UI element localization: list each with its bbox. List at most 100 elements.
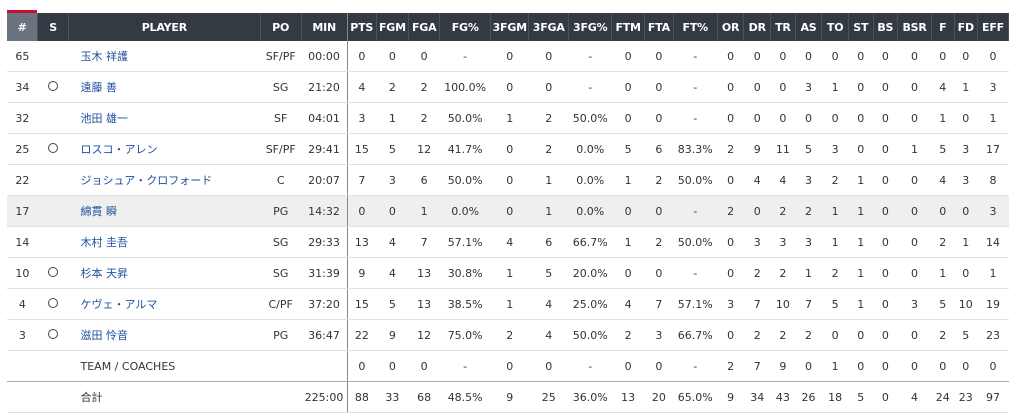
stat-3fg: 0.0%: [568, 164, 612, 196]
player-link[interactable]: 玉木 祥護: [80, 50, 129, 63]
column-header-as[interactable]: AS: [795, 13, 823, 41]
column-header-tr[interactable]: TR: [770, 13, 796, 41]
stat-f: 2: [931, 226, 954, 258]
team-stat: 9: [770, 350, 796, 382]
column-header-po[interactable]: PO: [260, 13, 302, 41]
stat-eff: 19: [977, 288, 1009, 320]
column-header-eff[interactable]: EFF: [977, 13, 1009, 41]
stat-fta: 0: [644, 195, 674, 227]
stat-fgm: 0: [376, 41, 409, 72]
column-header-3fg[interactable]: 3FG%: [568, 13, 613, 41]
total-stat: 33: [376, 381, 409, 413]
stat-as: 2: [795, 319, 822, 351]
stat-st: 0: [848, 102, 874, 134]
player-link[interactable]: ジョシュア・クロフォード: [80, 174, 213, 187]
minutes: 21:20: [301, 71, 348, 103]
stat-3fga: 6: [528, 226, 569, 258]
stat-dr: 9: [743, 133, 771, 165]
stat-to: 2: [821, 257, 849, 289]
player-link[interactable]: ケヴェ・アルマ: [80, 298, 158, 311]
column-header-fta[interactable]: FTA: [644, 13, 674, 41]
stat-or: 2: [717, 195, 744, 227]
total-minutes: 225:00: [301, 381, 348, 413]
player-link[interactable]: 滋田 怜音: [80, 329, 129, 342]
stat-eff: 1: [977, 257, 1009, 289]
total-stat: 97: [977, 381, 1009, 413]
column-header-st[interactable]: ST: [848, 13, 874, 41]
starter-cell: [37, 71, 69, 103]
total-blank: [7, 381, 38, 413]
stat-pts: 9: [347, 257, 376, 289]
column-header-min[interactable]: MIN: [301, 13, 348, 41]
column-header-ftm[interactable]: FTM: [611, 13, 646, 41]
player-row: 65 玉木 祥護 SF/PF 00:00 0 0 0-0 0-0 0-0 0 0 0 0 0 0 0 0 0 0: [7, 41, 1009, 72]
starter-circle-icon: [48, 297, 59, 308]
column-header-[interactable]: #: [7, 10, 39, 41]
stat-fgm: 3: [376, 164, 409, 196]
stat-3fga: 1: [528, 195, 569, 227]
stat-f: 0: [931, 195, 954, 227]
stat-fd: 1: [954, 226, 978, 258]
team-stat: 0: [795, 350, 822, 382]
total-stat: 24: [931, 381, 954, 413]
stat-fgm: 5: [376, 133, 409, 165]
player-link[interactable]: 杉本 天昇: [80, 267, 129, 280]
stat-fd: 0: [954, 102, 978, 134]
stat-3fga: 4: [528, 288, 569, 320]
stat-pts: 15: [347, 288, 376, 320]
stat-or: 0: [717, 319, 744, 351]
stat-3fgm: 0: [490, 41, 529, 72]
stat-st: 1: [848, 164, 874, 196]
stat-3fgm: 0: [490, 133, 529, 165]
stat-bsr: 0: [897, 257, 932, 289]
stat-dr: 2: [743, 257, 771, 289]
stat-or: 0: [717, 226, 744, 258]
column-header-dr[interactable]: DR: [743, 13, 772, 41]
stat-3fg: 0.0%: [568, 133, 612, 165]
player-link[interactable]: ロスコ・アレン: [80, 143, 158, 156]
total-stat: 0: [873, 381, 898, 413]
player-link[interactable]: 綿貫 瞬: [80, 205, 118, 218]
stat-ft: -: [673, 102, 718, 134]
column-header-3fgm[interactable]: 3FGM: [490, 13, 530, 41]
stat-to: 5: [821, 288, 849, 320]
column-header-or[interactable]: OR: [717, 13, 745, 41]
stat-fd: 0: [954, 257, 978, 289]
column-header-player[interactable]: PLAYER: [68, 13, 261, 41]
column-header-bs[interactable]: BS: [873, 13, 899, 41]
stat-tr: 0: [770, 71, 796, 103]
stat-fta: 2: [644, 164, 674, 196]
player-link[interactable]: 池田 雄一: [80, 112, 129, 125]
player-row: 25 ロスコ・アレン SF/PF 29:41 15 5 12 41.7% 0 2 0.0% 5 6 83.…: [7, 133, 1009, 165]
team-stat: 0: [977, 350, 1009, 382]
stat-to: 0: [821, 102, 849, 134]
position: PG: [260, 195, 302, 227]
column-header-fga[interactable]: FGA: [408, 13, 441, 41]
stat-fgm: 4: [376, 257, 409, 289]
stat-bsr: 0: [897, 102, 932, 134]
total-stat: 34: [743, 381, 771, 413]
player-cell: ロスコ・アレン: [68, 133, 261, 165]
stat-fga: 12: [408, 319, 440, 351]
player-link[interactable]: 木村 圭吾: [80, 236, 129, 249]
column-header-fd[interactable]: FD: [954, 13, 979, 41]
team-blank: [260, 350, 302, 382]
column-header-fgm[interactable]: FGM: [376, 13, 410, 41]
stat-as: 1: [795, 257, 822, 289]
total-stat: 9: [717, 381, 744, 413]
column-header-ft[interactable]: FT%: [673, 13, 718, 41]
team-stat: 1: [821, 350, 849, 382]
stat-bs: 0: [873, 133, 898, 165]
column-header-bsr[interactable]: BSR: [897, 13, 932, 41]
player-link[interactable]: 遠藤 善: [80, 81, 118, 94]
minutes: 37:20: [301, 288, 348, 320]
column-header-to[interactable]: TO: [821, 13, 849, 41]
column-header-s[interactable]: S: [37, 13, 69, 41]
stat-dr: 3: [743, 226, 771, 258]
starter-cell: [37, 195, 69, 227]
column-header-pts[interactable]: PTS: [347, 13, 377, 41]
stat-dr: 0: [743, 102, 771, 134]
column-header-f[interactable]: F: [931, 13, 955, 41]
column-header-fg[interactable]: FG%: [439, 13, 492, 41]
column-header-3fga[interactable]: 3FGA: [528, 13, 570, 41]
